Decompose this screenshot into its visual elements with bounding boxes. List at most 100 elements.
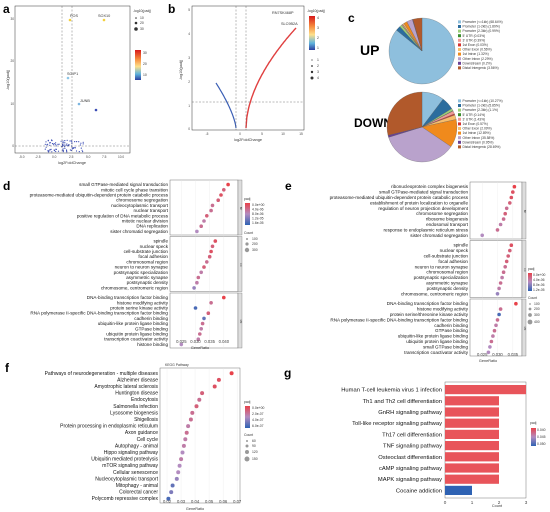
term-label: Shigellosis xyxy=(134,417,158,423)
x-tick: 0.03 xyxy=(177,499,186,504)
x-tick: 0.02 xyxy=(163,499,172,504)
panel-d-legend-title: padj xyxy=(244,197,251,201)
term-dot xyxy=(209,301,213,305)
x-tick: 0.030 xyxy=(190,339,201,344)
panel-a-ytick: 30 xyxy=(10,17,14,21)
bar-label: Th17 cell differentiation xyxy=(382,432,442,438)
panel-b-size-key xyxy=(310,76,314,80)
panel-a-xtick: -5.0 xyxy=(19,155,25,159)
facet-label: CC xyxy=(523,268,527,272)
term-label: Colorectal cancer xyxy=(119,490,158,496)
panel-a-xtick: 5.0 xyxy=(86,155,91,159)
term-dot xyxy=(216,198,220,202)
panel-b-ytick: 0 xyxy=(188,127,190,131)
legend-label: Promoter (2-3kb) (1.1%) xyxy=(463,108,499,112)
term-label: postsynaptic specialization xyxy=(414,275,469,280)
panel-d-colorbar xyxy=(245,203,250,225)
legend-label: Other Intron (2.29%) xyxy=(463,57,493,61)
term-label: protein serine kinase activity xyxy=(110,306,168,311)
term-dot xyxy=(197,397,202,402)
term-label: small GTPase-mediated signal transductio… xyxy=(79,182,168,187)
legend-label: Promoter (1-2kb) (5.85%) xyxy=(463,104,500,108)
panel-f-color-tick: 4.0e-07 xyxy=(252,418,264,422)
pie-slice xyxy=(388,126,452,163)
panel-g-color-tick: 0.040 xyxy=(537,428,546,432)
term-label: Protein processing in endoplasmic reticu… xyxy=(60,424,158,430)
term-label: ubiquitin-like protein ligase binding xyxy=(98,321,169,326)
panel-a-point xyxy=(62,149,64,152)
panel-a-point xyxy=(82,151,84,153)
panel-a-size-key xyxy=(134,27,138,31)
panel-c-down-label: DOWN xyxy=(354,116,392,130)
x-tick: 0.05 xyxy=(205,499,214,504)
term-dot xyxy=(501,270,506,275)
panel-a-point xyxy=(79,144,81,146)
panel-e-colorbar xyxy=(528,273,532,291)
term-label: GTPase binding xyxy=(435,328,468,333)
term-label: Amyotrophic lateral sclerosis xyxy=(94,384,158,390)
term-label: DNA-binding transcription factor binding xyxy=(87,295,169,300)
panel-e-color-tick: 8.0e-06 xyxy=(533,283,545,287)
panel-d-plot: BP small GTPase-mediated signal transduct… xyxy=(30,179,243,349)
facet-label: MF xyxy=(523,327,527,331)
facet-label: BP xyxy=(239,207,243,211)
panel-a-xticks: -5.0 -2.5 0.0 2.5 5.0 7.5 10.0 xyxy=(19,155,124,159)
bar xyxy=(445,396,499,406)
legend-label: Other Exon (2.09%) xyxy=(463,127,492,131)
term-dot xyxy=(498,281,503,285)
panel-d-colorbar-ticks: 0.0e+00 4.0e-06 8.0e-06 1.2e-05 1.6e-05 xyxy=(252,203,264,225)
term-dot xyxy=(501,217,506,221)
panel-f-count-key xyxy=(244,456,250,462)
term-label: chromosome, centromeric region xyxy=(101,285,169,290)
panel-a-point xyxy=(66,150,68,152)
term-label: focal adhesion xyxy=(138,254,168,259)
panel-a-label-1: SOX10 xyxy=(98,14,110,18)
legend-swatch xyxy=(458,61,461,65)
term-label: Mitophagy - animal xyxy=(116,483,158,489)
term-dot xyxy=(202,265,206,269)
term-dot xyxy=(166,496,171,501)
term-dot xyxy=(498,222,503,227)
term-label: chromosomal region xyxy=(426,270,468,275)
panel-e: e BP ribonucleoprotein complex biogenesis… xyxy=(285,179,545,363)
panel-a-point xyxy=(63,142,65,144)
legend-label: Distal Intergenic (28.69%) xyxy=(463,145,501,149)
term-label: establishment of protein localization to… xyxy=(370,200,469,205)
panel-a-size-key xyxy=(134,21,138,25)
panel-b: b RN7SK468P SLC9B2A -5 0 5 10 15 0 1 2 3… xyxy=(168,2,325,142)
panel-a-point xyxy=(55,148,57,150)
panel-a-xlabel: log2FoldChange xyxy=(58,161,86,165)
panel-f-xticks: 0.02 0.03 0.04 0.05 0.06 0.07 xyxy=(163,499,242,504)
term-dot xyxy=(179,342,184,347)
term-label: chromosome, centromeric region xyxy=(401,291,469,296)
panel-d-count-tick: 300 xyxy=(252,248,258,252)
term-label: mitotic nuclear division xyxy=(122,219,169,224)
panel-a-point xyxy=(63,144,65,146)
bar-label: cAMP signaling pathway xyxy=(379,466,442,472)
term-label: neuron to neuron synapse xyxy=(415,264,469,269)
legend-swatch xyxy=(458,25,461,28)
panel-d-color-tick: 0.0e+00 xyxy=(252,203,264,207)
term-dot xyxy=(213,239,218,243)
panel-a-point xyxy=(70,149,72,151)
term-label: nuclear speck xyxy=(440,248,469,253)
term-label: proteasome-mediated ubiquitin-dependent … xyxy=(330,195,469,200)
panel-a-size-key xyxy=(135,17,137,19)
term-label: protein serine/threonine kinase activity xyxy=(390,312,469,317)
panel-g-xlabel: Count xyxy=(492,504,503,508)
term-dot xyxy=(222,295,226,300)
legend-swatch xyxy=(458,122,461,126)
panel-a-point xyxy=(60,140,62,142)
panel-a-point xyxy=(102,18,106,22)
panel-e-letter: e xyxy=(285,179,292,193)
x-tick: 0.04 xyxy=(191,499,200,504)
bar-label: TNF signaling pathway xyxy=(383,444,442,450)
panel-a-xtick: -2.5 xyxy=(35,155,41,159)
term-dot xyxy=(202,219,206,223)
panel-b-color-tick: 3 xyxy=(317,26,319,30)
panel-d-letter: d xyxy=(3,179,10,193)
panel-a-letter: a xyxy=(3,2,10,16)
panel-e-colorbar-ticks: 0.0e+00 4.0e-06 8.0e-06 1.2e-05 xyxy=(533,273,545,292)
panel-b-ytick: 1 xyxy=(188,104,190,108)
legend-swatch xyxy=(458,66,461,70)
